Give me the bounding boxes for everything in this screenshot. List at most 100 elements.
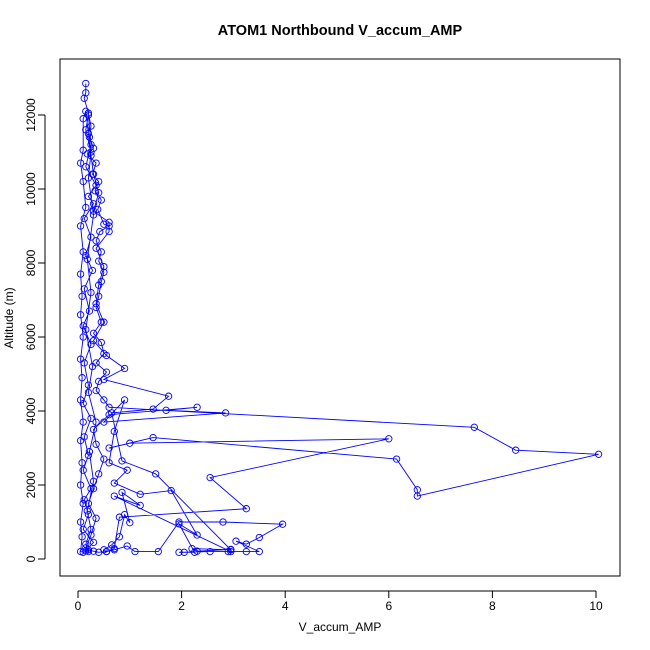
data-point xyxy=(97,248,105,256)
data-point xyxy=(123,542,131,550)
data-point xyxy=(82,107,90,115)
data-point xyxy=(79,248,87,256)
data-point xyxy=(126,519,134,527)
data-point xyxy=(105,227,113,236)
data-point xyxy=(89,477,98,485)
data-point xyxy=(89,425,98,434)
x-tick-label: 4 xyxy=(282,599,289,613)
data-point xyxy=(89,538,98,547)
data-point xyxy=(84,510,93,519)
data-point xyxy=(82,89,90,97)
data-point xyxy=(79,115,87,123)
data-point xyxy=(78,459,86,467)
data-point xyxy=(89,547,98,555)
data-point xyxy=(118,488,126,497)
data-point xyxy=(87,340,95,349)
data-point xyxy=(88,362,97,371)
data-point xyxy=(92,181,100,189)
data-point xyxy=(227,547,235,556)
data-point xyxy=(110,479,118,487)
data-point xyxy=(76,222,85,230)
data-point xyxy=(105,444,113,452)
data-point xyxy=(96,227,104,236)
data-point xyxy=(102,368,111,376)
y-tick-label: 10000 xyxy=(24,172,38,206)
data-point xyxy=(89,144,98,152)
data-point xyxy=(227,546,235,554)
data-point xyxy=(78,533,86,541)
y-tick-label: 4000 xyxy=(24,397,38,424)
data-point xyxy=(87,233,95,241)
x-tick-label: 0 xyxy=(75,599,82,613)
y-axis-label: Altitude (m) xyxy=(2,287,16,348)
x-tick-label: 10 xyxy=(589,599,603,613)
data-point xyxy=(95,292,103,300)
data-point xyxy=(97,196,105,204)
data-point xyxy=(110,427,118,436)
data-point xyxy=(385,435,393,443)
data-point xyxy=(136,490,144,498)
data-point xyxy=(242,540,250,548)
data-point xyxy=(167,486,175,495)
data-point xyxy=(89,211,98,219)
data-point xyxy=(92,418,100,426)
data-point xyxy=(108,409,116,417)
data-point xyxy=(175,548,183,556)
data-point xyxy=(79,177,87,186)
data-point xyxy=(110,492,118,500)
data-point xyxy=(105,222,113,230)
data-point xyxy=(87,152,95,160)
data-point xyxy=(95,281,103,289)
data-point xyxy=(120,364,129,373)
x-tick-label: 2 xyxy=(178,599,185,613)
data-point xyxy=(95,470,103,478)
data-point xyxy=(79,418,87,426)
y-tick-label: 8000 xyxy=(24,249,38,276)
data-point xyxy=(89,329,98,337)
data-point xyxy=(92,440,100,448)
data-point xyxy=(94,205,102,214)
data-point xyxy=(95,257,103,265)
data-point xyxy=(80,433,88,441)
data-point xyxy=(87,531,95,539)
data-point xyxy=(95,377,103,386)
data-point xyxy=(115,533,124,541)
data-point xyxy=(82,203,90,212)
data-point xyxy=(149,433,157,442)
data-point xyxy=(92,514,100,522)
data-point xyxy=(118,457,126,465)
data-point xyxy=(84,129,93,138)
data-point xyxy=(92,300,100,308)
data-point xyxy=(392,455,401,463)
x-axis-label: V_accum_AMP xyxy=(299,620,382,634)
data-point xyxy=(87,288,95,297)
data-point xyxy=(102,351,111,360)
data-point xyxy=(126,439,134,447)
data-point xyxy=(84,388,93,397)
data-point xyxy=(92,386,100,395)
data-point xyxy=(100,455,108,463)
data-point xyxy=(97,318,105,326)
data-point xyxy=(100,396,108,404)
y-tick-label: 6000 xyxy=(24,323,38,350)
data-point xyxy=(89,485,98,493)
data-point xyxy=(97,277,105,286)
data-point xyxy=(594,450,603,458)
data-point xyxy=(470,423,478,431)
chart-title: ATOM1 Northbound V_accum_AMP xyxy=(218,23,463,39)
y-axis: 0 2000 4000 6000 8000 10000 12000 xyxy=(24,98,46,562)
data-point xyxy=(76,481,85,489)
data-point xyxy=(413,486,421,494)
data-point xyxy=(149,405,157,413)
data-point xyxy=(76,311,85,319)
series-layer xyxy=(76,79,603,556)
data-point xyxy=(79,399,87,408)
y-tick-label: 12000 xyxy=(24,98,38,132)
data-point xyxy=(92,159,100,167)
data-point xyxy=(80,214,88,223)
data-point xyxy=(100,220,108,228)
data-point xyxy=(87,140,95,149)
data-point xyxy=(92,237,100,245)
